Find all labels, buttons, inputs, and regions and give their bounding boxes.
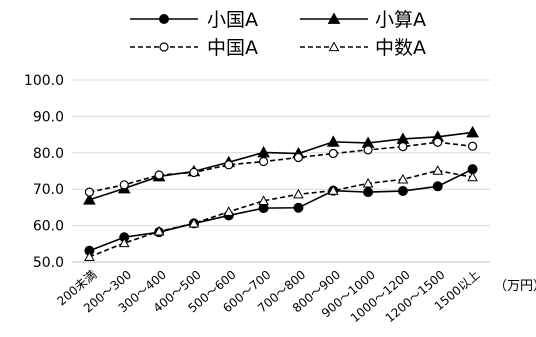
data-point [84, 251, 95, 262]
data-point [293, 188, 304, 199]
x-unit-label: （万円） [494, 279, 536, 294]
legend-marker [159, 14, 169, 24]
data-point [258, 195, 269, 205]
series-line [89, 141, 473, 193]
legend-marker [159, 42, 169, 52]
data-point [189, 167, 199, 178]
series-4 [84, 165, 478, 262]
data-point [362, 177, 374, 188]
legend-label: 中国A [207, 37, 258, 59]
series-line [89, 131, 473, 201]
series-line [89, 169, 473, 258]
y-tick-label: 50.0 [33, 255, 64, 271]
series-3 [84, 137, 478, 197]
data-point [257, 145, 270, 158]
legend-label: 小算A [375, 9, 426, 31]
data-point [258, 203, 269, 214]
data-point [326, 135, 340, 147]
data-point [293, 202, 304, 213]
legend-label: 小国A [207, 9, 258, 31]
data-point [224, 160, 234, 170]
data-point [398, 142, 408, 152]
data-point [153, 225, 165, 236]
data-point [119, 180, 129, 190]
data-point [188, 217, 200, 228]
legend-item: 小国A [130, 9, 258, 31]
legend-marker [328, 41, 340, 52]
data-point [118, 237, 130, 248]
data-point [433, 137, 443, 147]
data-point [258, 156, 269, 167]
y-tick-label: 100.0 [24, 73, 64, 89]
data-point [223, 206, 235, 216]
data-point [467, 171, 478, 182]
legend-label: 中数A [375, 37, 426, 59]
data-point [83, 193, 96, 205]
y-tick-label: 80.0 [33, 146, 64, 162]
series-1 [84, 164, 478, 256]
data-point [466, 125, 479, 138]
legend-item: 中数A [300, 37, 426, 59]
data-point [397, 186, 408, 197]
data-point [397, 173, 409, 184]
y-tick-label: 60.0 [33, 219, 64, 235]
legend-marker [327, 12, 341, 24]
axis-labels: 50.060.070.080.090.0100.0200未満200～300300… [24, 73, 536, 325]
data-point [84, 187, 95, 197]
legend: 小国A 小算A 中国A 中数A [130, 9, 426, 59]
series-2 [83, 125, 479, 205]
y-tick-label: 90.0 [33, 109, 64, 125]
series-layer [83, 125, 479, 262]
legend-item: 中国A [130, 37, 258, 59]
legend-item: 小算A [300, 9, 426, 31]
data-point [363, 145, 373, 155]
data-point [363, 187, 374, 198]
data-point [432, 181, 443, 192]
y-tick-label: 70.0 [33, 182, 64, 198]
data-point [328, 148, 338, 159]
data-point [467, 141, 478, 151]
data-point [327, 185, 339, 195]
data-point [432, 165, 444, 175]
data-point [154, 170, 164, 180]
data-point [293, 152, 304, 163]
